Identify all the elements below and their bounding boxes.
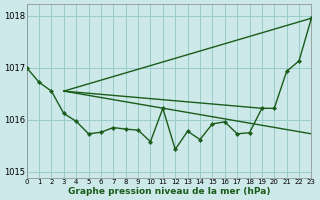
- X-axis label: Graphe pression niveau de la mer (hPa): Graphe pression niveau de la mer (hPa): [68, 187, 270, 196]
